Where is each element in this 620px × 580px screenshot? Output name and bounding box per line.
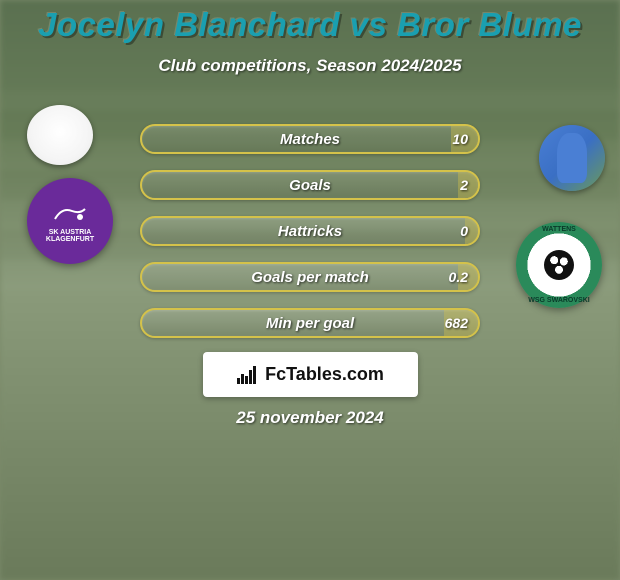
club-left-icon [50,199,90,229]
brand-text: FcTables.com [265,364,384,385]
stat-value-right: 2 [460,172,468,198]
comparison-infographic: Jocelyn Blanchard vs Bror Blume Club com… [0,0,620,580]
date-text: 25 november 2024 [0,408,620,428]
stat-row: Hattricks0 [140,216,480,246]
club-left-label: SK AUSTRIA KLAGENFURT [27,229,113,243]
stat-row: Goals per match0.2 [140,262,480,292]
club-right-top-text: WATTENS [516,226,602,233]
subtitle: Club competitions, Season 2024/2025 [0,56,620,76]
stat-value-right: 0 [460,218,468,244]
soccer-ball-icon [544,250,574,280]
stat-label: Hattricks [142,218,478,244]
stat-value-right: 10 [452,126,468,152]
page-title: Jocelyn Blanchard vs Bror Blume [0,0,620,44]
stats-bars: Matches10 Goals2 Hattricks0 Goals per match… [140,124,480,354]
stat-row: Goals2 [140,170,480,200]
club-right-badge: WATTENS WSG SWAROVSKI [516,222,602,308]
stat-value-right: 682 [445,310,468,336]
stat-row: Min per goal682 [140,308,480,338]
stat-label: Matches [142,126,478,152]
brand-footer: FcTables.com [203,352,418,397]
stat-label: Goals per match [142,264,478,290]
stat-value-right: 0.2 [449,264,468,290]
club-left-badge: SK AUSTRIA KLAGENFURT [27,178,113,264]
bar-chart-icon [237,366,259,384]
club-right-bottom-text: WSG SWAROVSKI [516,297,602,304]
stat-label: Min per goal [142,310,478,336]
stat-label: Goals [142,172,478,198]
player-right-avatar [539,125,605,191]
player-left-avatar [27,105,93,165]
stat-row: Matches10 [140,124,480,154]
